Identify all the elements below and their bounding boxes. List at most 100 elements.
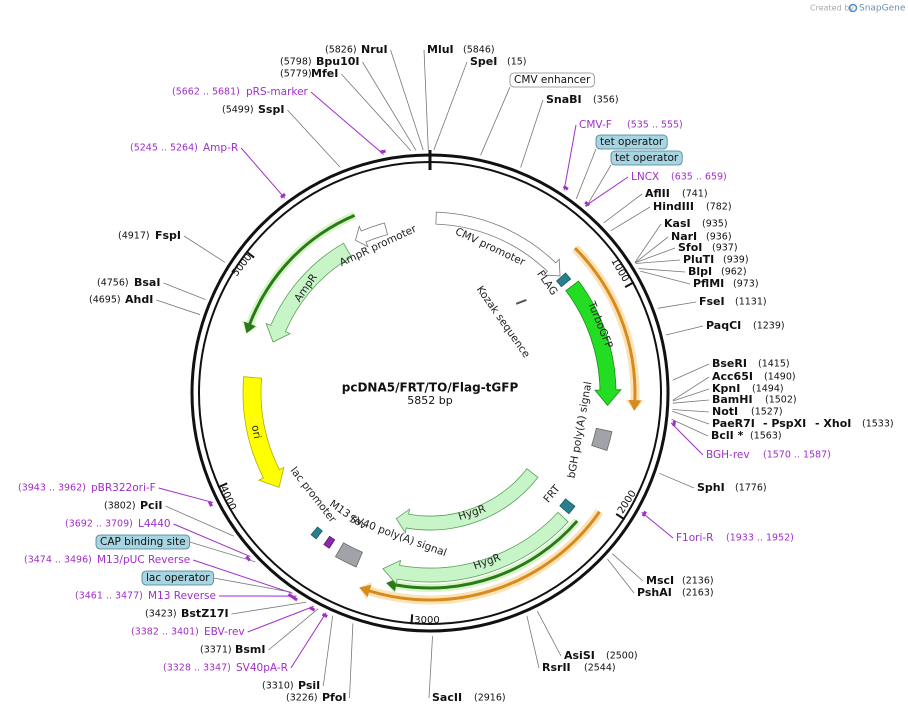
site-position: (1533): [862, 419, 894, 430]
site-leader: [671, 418, 709, 437]
plasmid-length: 5852 bp: [407, 394, 452, 407]
site-position: (4756): [97, 278, 129, 289]
site-name: SnaBI: [546, 93, 582, 106]
site-position: (973): [733, 279, 759, 290]
feature-box-label: CAP binding site: [100, 536, 186, 548]
site-position: (2163): [682, 588, 714, 599]
site-leader: [672, 376, 710, 401]
feature-label: Kozak sequence: [474, 284, 532, 360]
site-name: BlpI: [688, 265, 712, 278]
primer-mark: [291, 595, 298, 602]
primer-mark: [380, 149, 386, 154]
site-name: PaqCI: [706, 319, 741, 332]
site-leader: [672, 409, 710, 413]
site-leader: [362, 61, 417, 151]
site-leader: [526, 615, 540, 669]
primer-name: CMV-F: [579, 119, 612, 131]
site-leader: [520, 99, 544, 168]
primer-range: (5662 .. 5681): [172, 87, 240, 98]
ring-tick: [624, 281, 635, 288]
credit: Created by: [810, 4, 854, 13]
feature-box-label: lac operator: [146, 572, 210, 584]
site-position: (1415): [758, 359, 790, 370]
site-position: (3423): [145, 609, 177, 620]
site-position: (1490): [764, 372, 796, 383]
site-leader: [607, 558, 635, 594]
primer-name: LNCX: [631, 171, 659, 183]
site-name: MscI: [646, 574, 674, 587]
primer-mark: [207, 500, 213, 507]
site-name: BclI *: [711, 429, 744, 442]
primer-leader: [173, 523, 251, 558]
site-name: SpeI: [470, 55, 497, 68]
box-leader: [585, 164, 612, 208]
site-name: BamHI: [712, 393, 753, 406]
primer-leader: [563, 124, 577, 191]
site-position: (936): [706, 232, 732, 243]
site-leader: [659, 472, 695, 489]
site-name: AflII: [645, 187, 670, 200]
primer-leader: [193, 559, 293, 594]
site-name: SspI: [258, 103, 284, 116]
feature-arc: [243, 213, 356, 334]
site-leader: [322, 615, 334, 687]
site-position: (5798): [280, 57, 312, 68]
site-position: (2500): [606, 651, 638, 662]
box-leader: [575, 148, 597, 200]
site-leader: [423, 49, 429, 151]
site-leader: [657, 301, 697, 309]
site-name: - XhoI: [815, 417, 851, 430]
site-position: (1527): [751, 407, 783, 418]
primer-range: (1933 .. 1952): [726, 533, 794, 544]
site-position: (1563): [750, 431, 782, 442]
feature-arc: [265, 242, 353, 343]
site-position: (962): [721, 267, 747, 278]
site-leader: [536, 610, 562, 657]
site-position: (1502): [765, 395, 797, 406]
site-name: NruI: [361, 43, 388, 56]
primer-leader: [158, 487, 214, 504]
feature-box: [595, 134, 668, 150]
site-leader: [287, 109, 341, 168]
site-name: PaeR7I: [712, 417, 755, 430]
feature-arc: [310, 526, 323, 540]
site-name: - PspXI: [763, 417, 806, 430]
primer-range: (1570 .. 1587): [763, 450, 831, 461]
site-name: MluI: [427, 43, 454, 56]
primer-leader: [290, 612, 327, 669]
plasmid-name: pcDNA5/FRT/TO/Flag-tGFP: [342, 381, 519, 395]
site-name: PflMI: [693, 277, 724, 290]
feature-arc: [591, 427, 613, 451]
primer-range: (5245 .. 5264): [130, 143, 198, 154]
feature-arc: [435, 211, 561, 277]
site-leader: [634, 236, 669, 264]
site-position: (5826): [325, 45, 357, 56]
feature-box: [610, 150, 683, 166]
feature-box-label: CMV enhancer: [514, 74, 591, 86]
site-position: (5846): [463, 45, 495, 56]
site-name: Bpu10I: [316, 55, 360, 68]
site-leader: [672, 399, 710, 404]
primer-name: SV40pA-R: [236, 662, 288, 674]
primer-range: (3692 .. 3709): [65, 519, 133, 530]
site-position: (5779): [280, 69, 312, 80]
primer-leader: [670, 422, 704, 456]
box-leader: [189, 541, 256, 563]
feature-arc: [565, 280, 622, 407]
site-name: HindIII: [653, 200, 694, 213]
site-name: RsrII: [542, 661, 571, 674]
feature-arc: [241, 211, 357, 334]
feature-arc: [571, 244, 645, 411]
site-position: (2544): [584, 663, 616, 674]
site-leader: [156, 299, 201, 316]
primer-leader: [247, 605, 314, 633]
feature-box: [509, 72, 595, 88]
site-leader: [268, 608, 319, 651]
feature-label: ori: [249, 424, 263, 440]
ring-tick: [245, 250, 255, 259]
primer-range: (3943 .. 3962): [18, 483, 86, 494]
site-leader: [638, 268, 686, 273]
site-leader: [672, 388, 710, 402]
primer-range: (3461 .. 3477): [75, 591, 143, 602]
